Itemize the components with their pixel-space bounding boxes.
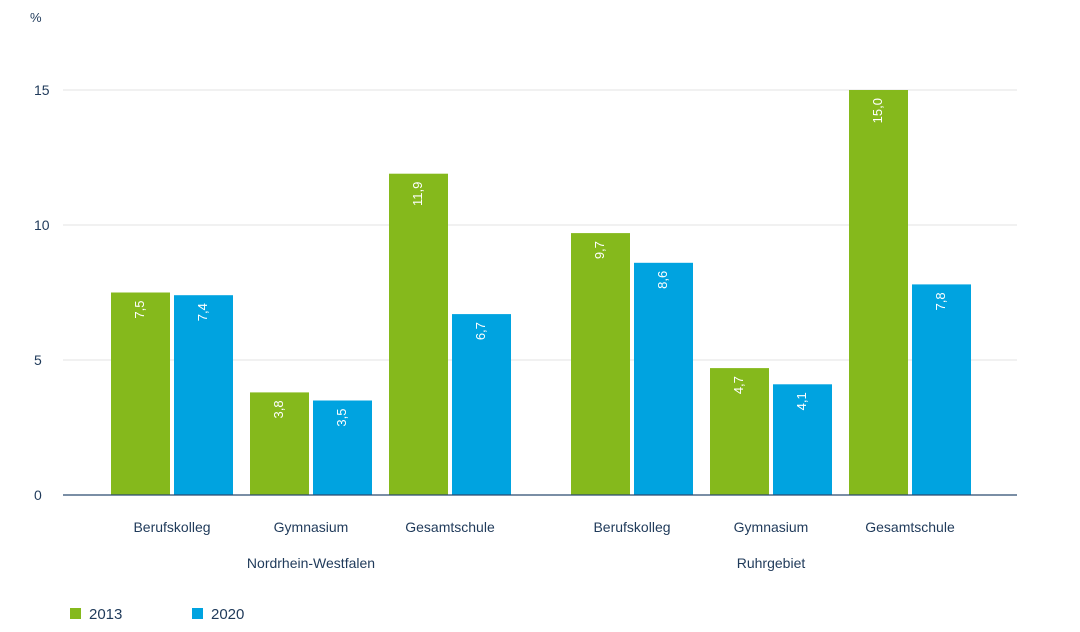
bar-2020 [313, 400, 372, 495]
y-tick-label: 10 [34, 217, 50, 233]
data-label: 15,0 [870, 98, 885, 123]
data-label: 4,7 [731, 376, 746, 394]
bar-2020 [452, 314, 511, 495]
bar-2013 [389, 173, 448, 495]
bar-2020 [634, 262, 693, 495]
category-label: Berufskolleg [593, 519, 670, 535]
y-tick-label: 15 [34, 82, 50, 98]
data-label: 6,7 [473, 322, 488, 340]
bar-2020 [912, 284, 971, 495]
category-label: Gymnasium [734, 519, 809, 535]
legend-swatch-2013 [70, 608, 81, 619]
data-label: 4,1 [794, 392, 809, 410]
data-label: 7,8 [933, 292, 948, 310]
y-axis-unit-label: % [30, 10, 42, 25]
data-label: 7,5 [132, 301, 147, 319]
legend-label: 2013 [89, 606, 122, 623]
bar-2013 [111, 292, 170, 495]
category-label: Gesamtschule [865, 519, 955, 535]
legend-swatch-2020 [192, 608, 203, 619]
bar-2020 [773, 384, 832, 495]
bar-2013 [710, 368, 769, 495]
legend-label: 2020 [211, 606, 244, 623]
data-label: 8,6 [655, 271, 670, 289]
category-label: Berufskolleg [133, 519, 210, 535]
group-label: Nordrhein-Westfalen [247, 555, 375, 571]
data-label: 11,9 [410, 182, 425, 206]
bar-2020 [174, 295, 233, 495]
category-label: Gesamtschule [405, 519, 495, 535]
group-label: Ruhrgebiet [737, 555, 806, 571]
data-label: 9,7 [592, 241, 607, 259]
bar-2013 [571, 233, 630, 495]
bar-2013 [849, 90, 908, 495]
y-tick-label: 0 [34, 487, 42, 503]
data-label: 7,4 [195, 303, 210, 321]
y-tick-label: 5 [34, 352, 42, 368]
category-label: Gymnasium [274, 519, 349, 535]
data-label: 3,5 [334, 409, 349, 427]
bar-2013 [250, 392, 309, 495]
data-label: 3,8 [271, 400, 286, 418]
